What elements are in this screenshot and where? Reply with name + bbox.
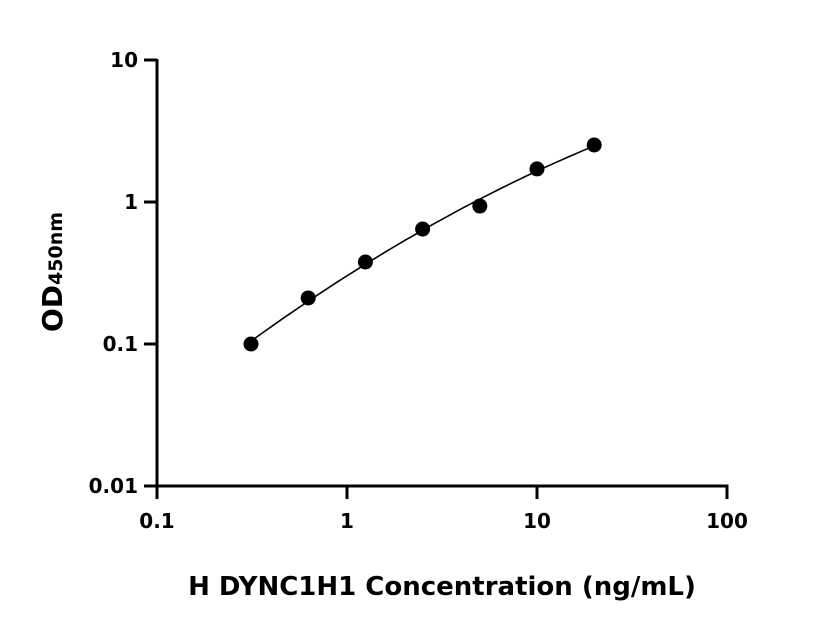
fit-curve-group bbox=[250, 145, 595, 342]
data-point bbox=[243, 336, 259, 352]
x-tick-label: 100 bbox=[706, 509, 748, 533]
data-point bbox=[472, 198, 488, 214]
x-tick-label: 10 bbox=[523, 509, 551, 533]
y-tick-label: 0.1 bbox=[103, 332, 138, 356]
y-axis-label-sub: 450nm bbox=[45, 212, 67, 285]
y-tick-label: 0.01 bbox=[89, 474, 138, 498]
data-point bbox=[300, 290, 316, 306]
x-tick-label: 0.1 bbox=[139, 509, 174, 533]
data-point bbox=[415, 221, 431, 237]
data-point bbox=[357, 254, 373, 270]
fit-curve bbox=[250, 145, 595, 342]
data-point bbox=[529, 161, 545, 177]
x-tick-label: 1 bbox=[340, 509, 354, 533]
data-points bbox=[243, 137, 602, 352]
y-axis-label: OD450nm bbox=[36, 212, 69, 332]
y-tick-label: 10 bbox=[110, 48, 138, 72]
y-axis-label-main: OD bbox=[36, 285, 69, 332]
data-point bbox=[586, 137, 602, 153]
x-axis-label: H DYNC1H1 Concentration (ng/mL) bbox=[188, 572, 696, 602]
y-tick-label: 1 bbox=[124, 190, 138, 214]
